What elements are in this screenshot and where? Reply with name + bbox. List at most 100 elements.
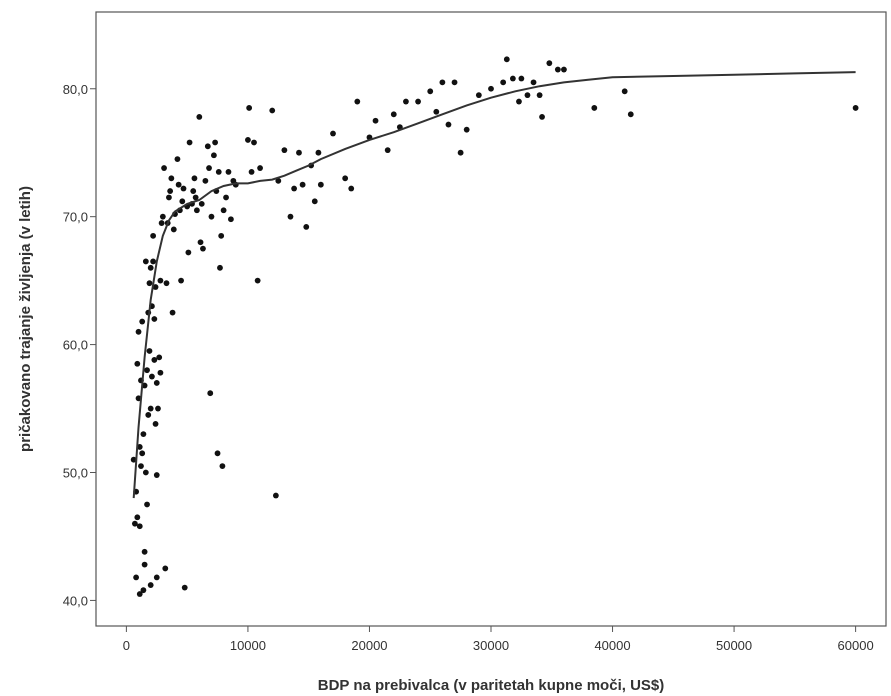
data-point xyxy=(181,186,187,192)
data-point xyxy=(218,233,224,239)
data-point xyxy=(488,86,494,92)
data-point xyxy=(141,587,147,593)
data-point xyxy=(144,502,150,508)
data-point xyxy=(196,114,202,120)
x-tick-label: 20000 xyxy=(351,638,387,653)
data-point xyxy=(303,224,309,230)
y-tick-label: 70,0 xyxy=(63,210,88,225)
x-axis-title: BDP na prebivalca (v paritetah kupne moč… xyxy=(318,677,665,694)
data-point xyxy=(148,265,154,271)
data-point xyxy=(458,150,464,156)
data-point xyxy=(223,195,229,201)
data-point xyxy=(136,329,142,335)
y-axis-title: pričakovano trajanje življenja (v letih) xyxy=(17,186,34,452)
plot-frame xyxy=(96,12,886,626)
data-point xyxy=(249,169,255,175)
data-point xyxy=(228,216,234,222)
data-point xyxy=(415,99,421,105)
data-point xyxy=(273,493,279,499)
data-point xyxy=(452,79,458,85)
data-point xyxy=(354,99,360,105)
data-point xyxy=(216,169,222,175)
fit-line xyxy=(134,72,856,498)
data-point xyxy=(269,108,275,114)
data-point xyxy=(226,169,232,175)
y-tick-label: 50,0 xyxy=(63,466,88,481)
data-point xyxy=(853,105,859,111)
data-point xyxy=(246,105,252,111)
data-point xyxy=(168,175,174,181)
data-point xyxy=(156,354,162,360)
data-point xyxy=(561,67,567,73)
data-point xyxy=(516,99,522,105)
y-axis-ticks: 40,0 50,0 60,0 70,0 80,0 xyxy=(63,82,96,609)
data-point xyxy=(158,370,164,376)
data-point xyxy=(207,390,213,396)
data-point xyxy=(296,150,302,156)
data-point xyxy=(170,310,176,316)
data-point xyxy=(403,99,409,105)
data-point xyxy=(245,137,251,143)
data-point xyxy=(464,127,470,133)
data-point xyxy=(158,278,164,284)
data-point xyxy=(159,220,165,226)
data-point xyxy=(153,421,159,427)
data-point xyxy=(385,147,391,153)
data-point xyxy=(221,207,227,213)
data-point xyxy=(312,198,318,204)
data-point xyxy=(525,92,531,98)
data-point xyxy=(160,214,166,220)
data-point xyxy=(150,259,156,265)
data-point xyxy=(546,60,552,66)
data-point xyxy=(161,165,167,171)
data-point xyxy=(164,280,170,286)
data-point xyxy=(622,88,628,94)
data-point xyxy=(439,79,445,85)
data-point xyxy=(194,207,200,213)
data-point xyxy=(348,186,354,192)
data-point xyxy=(155,406,161,412)
data-point xyxy=(192,175,198,181)
data-point xyxy=(316,150,322,156)
data-points xyxy=(131,56,859,596)
data-point xyxy=(176,182,182,188)
y-tick-label: 40,0 xyxy=(63,593,88,608)
data-point xyxy=(178,278,184,284)
data-point xyxy=(504,56,510,62)
data-point xyxy=(150,233,156,239)
data-point xyxy=(281,147,287,153)
x-tick-label: 0 xyxy=(123,638,130,653)
data-point xyxy=(137,523,143,529)
data-point xyxy=(143,470,149,476)
data-point xyxy=(510,76,516,82)
data-point xyxy=(149,374,155,380)
data-point xyxy=(199,201,205,207)
data-point xyxy=(145,412,151,418)
data-point xyxy=(154,380,160,386)
data-point xyxy=(209,214,215,220)
data-point xyxy=(166,195,172,201)
data-point xyxy=(288,214,294,220)
data-point xyxy=(330,131,336,137)
data-point xyxy=(300,182,306,188)
data-point xyxy=(427,88,433,94)
data-point xyxy=(251,140,257,146)
data-point xyxy=(220,463,226,469)
x-axis-ticks: 0 10000 20000 30000 40000 50000 60000 xyxy=(123,626,874,653)
data-point xyxy=(500,79,506,85)
data-point xyxy=(133,574,139,580)
data-point xyxy=(182,585,188,591)
data-point xyxy=(148,582,154,588)
x-tick-label: 10000 xyxy=(230,638,266,653)
data-point xyxy=(433,109,439,115)
data-point xyxy=(291,186,297,192)
data-point xyxy=(555,67,561,73)
data-point xyxy=(147,280,153,286)
data-point xyxy=(187,140,193,146)
data-point xyxy=(134,514,140,520)
data-point xyxy=(539,114,545,120)
y-tick-label: 80,0 xyxy=(63,82,88,97)
data-point xyxy=(179,198,185,204)
data-point xyxy=(148,406,154,412)
